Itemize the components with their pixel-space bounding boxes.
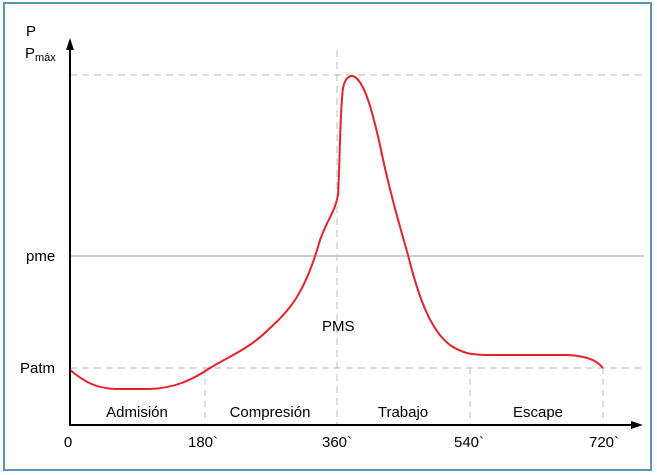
pmax-label: Pmáx xyxy=(25,45,56,64)
phase-trabajo: Trabajo xyxy=(378,404,428,421)
pressure-curve xyxy=(69,75,604,390)
pme-label: pme xyxy=(26,248,55,265)
phase-escape: Escape xyxy=(513,404,563,421)
y-axis-arrow xyxy=(66,38,74,50)
pms-label: PMS xyxy=(322,318,355,335)
x-tick-540: 540` xyxy=(454,434,484,451)
x-tick-0: 0 xyxy=(64,434,72,451)
phase-compresion: Compresión xyxy=(230,404,311,421)
x-tick-180: 180` xyxy=(188,434,218,451)
diagram-frame xyxy=(3,2,652,471)
x-tick-720: 720` xyxy=(589,434,619,451)
patm-label: Patm xyxy=(20,360,55,377)
y-axis-label: P xyxy=(26,23,36,40)
x-axis-arrow xyxy=(631,421,643,429)
x-tick-360: 360` xyxy=(322,434,352,451)
phase-admision: Admisión xyxy=(106,404,168,421)
